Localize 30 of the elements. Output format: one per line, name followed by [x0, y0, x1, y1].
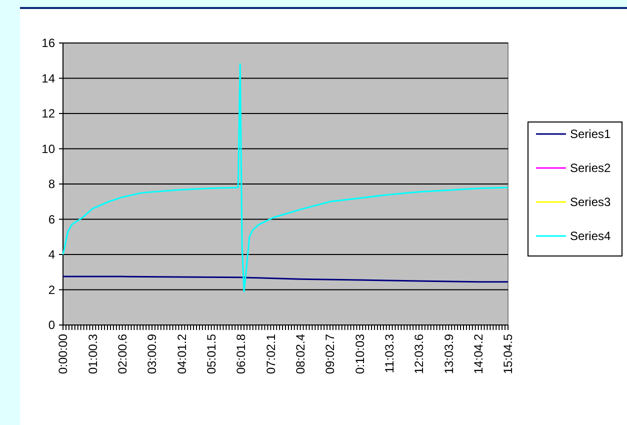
y-tick-label: 4 — [48, 248, 56, 262]
x-tick-label: 15:04.5 — [501, 334, 516, 374]
y-tick-label: 0 — [48, 318, 56, 332]
x-tick-label: 04:01.2 — [174, 334, 189, 374]
y-tick-label: 16 — [42, 36, 56, 50]
x-tick-label: 06:01.8 — [234, 334, 248, 374]
y-tick-label: 8 — [48, 177, 56, 192]
x-tick-label: 05:01.5 — [204, 334, 219, 374]
x-tick-label: 07:02.1 — [264, 334, 278, 374]
x-tick-label: 01:00.3 — [86, 334, 100, 374]
x-tick-label: 09:02.7 — [323, 334, 338, 374]
legend-label: Series2 — [570, 161, 612, 176]
y-tick-label: 12 — [42, 106, 56, 121]
x-tick-label: 0:10:03 — [352, 334, 367, 374]
legend-label: Series4 — [570, 229, 612, 244]
x-tick-label: 14:04.2 — [472, 334, 486, 374]
x-tick-label: 13:03.9 — [442, 334, 456, 374]
legend-label: Series3 — [570, 195, 612, 210]
y-tick-label: 6 — [48, 212, 56, 226]
y-tick-label: 14 — [42, 71, 56, 86]
legend-label: Series1 — [570, 127, 612, 142]
x-tick-label: 02:00.6 — [116, 334, 130, 374]
x-tick-label: 0:00:00 — [56, 334, 70, 374]
y-tick-label: 10 — [42, 142, 56, 156]
x-tick-label: 08:02.4 — [294, 334, 308, 374]
x-tick-label: 11:03.3 — [382, 334, 397, 374]
y-tick-label: 2 — [48, 282, 56, 297]
line-series — [62, 63, 509, 292]
x-tick-label: 12:03.6 — [412, 334, 426, 374]
x-tick-label: 03:00.9 — [145, 334, 160, 374]
